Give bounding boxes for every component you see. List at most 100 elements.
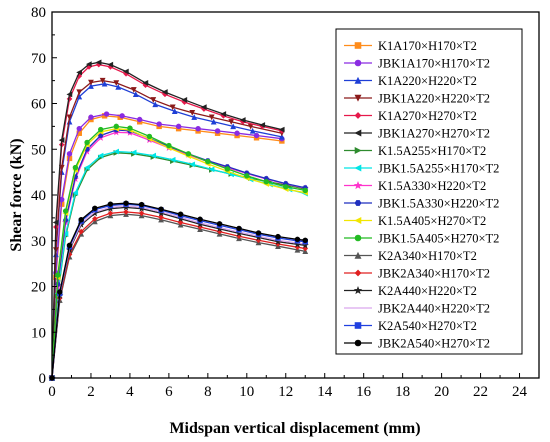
data-point [152,101,159,108]
data-point [301,241,309,249]
data-point [214,128,221,134]
data-point [259,122,266,128]
series-13 [49,211,309,381]
data-point [249,127,256,134]
data-point [97,152,104,159]
legend-label: JBK1A170×H170×T2 [378,57,490,71]
data-point [72,164,79,171]
data-point [57,289,63,295]
legend-marker [354,200,362,206]
data-point [189,109,196,116]
legend-item: JBK2A340×H170×T2 [344,267,490,281]
legend-item: K2A540×H270×T2 [344,319,477,333]
data-point [220,111,227,117]
data-point [52,219,59,226]
legend-marker [354,112,362,119]
y-tick-label: 70 [31,51,46,67]
data-point [175,123,182,130]
data-point [302,237,308,243]
data-point [216,221,223,227]
data-point [200,104,207,111]
y-tick-label: 60 [31,97,46,113]
series-line [51,131,306,379]
series-2 [49,111,285,381]
series-15 [48,203,309,382]
y-tick-label: 20 [31,280,46,296]
legend-marker [354,217,362,224]
data-point [171,108,178,114]
data-point [146,133,153,140]
data-point [283,184,289,190]
data-point [66,114,73,121]
y-tick-label: 50 [31,142,46,158]
legend-item: JBK2A540×H270×T2 [344,337,490,351]
legend-box [335,28,523,355]
series-16 [51,205,306,379]
data-point [88,114,94,120]
data-point [166,142,172,149]
data-point [177,211,184,217]
legend-marker [354,164,362,172]
legend-item: K1A170×H170×T2 [344,39,477,53]
data-point [119,113,125,119]
x-tick-label: 24 [512,384,528,400]
legend-marker [354,129,362,137]
y-tick-label: 40 [31,188,46,204]
legend-item: JBK1.5A405×H270×T2 [344,232,499,246]
series-18 [49,200,308,381]
data-point [76,125,82,132]
data-point [158,214,164,221]
series-11 [48,125,308,381]
data-point [169,156,176,163]
x-tick-label: 14 [317,384,333,400]
series-line [51,125,306,379]
legend-label: K1A220×H220×T2 [378,74,477,88]
legend-marker [354,94,362,102]
legend-label: JBK1.5A405×H270×T2 [378,232,499,246]
data-point [92,205,98,211]
data-point [156,121,162,127]
data-point [123,209,129,215]
data-point [294,236,301,243]
legend-item: JBK1A270×H270×T2 [344,127,490,141]
series-line [51,203,306,379]
data-point [263,179,269,185]
x-tick-label: 16 [356,384,372,400]
legend-marker [354,339,362,347]
legend-item: K2A340×H170×T2 [344,249,477,263]
data-point [83,164,90,171]
x-tick-label: 22 [473,384,488,400]
data-point [97,126,104,133]
legend-marker [354,234,362,242]
data-point [99,77,106,84]
data-point [107,210,114,217]
data-point [113,123,119,130]
series-line [51,206,306,379]
data-point [169,104,176,111]
data-point [84,139,90,146]
series-line [51,152,306,379]
data-point [76,89,83,96]
legend-label: K1A170×H170×T2 [378,39,477,53]
legend-item: JBK2A440×H220×T2 [344,302,490,316]
data-point [208,114,215,121]
data-point [122,68,129,75]
series-17 [49,201,308,381]
x-axis-label: Midspan vertical displacement (mm) [169,420,420,437]
legend-label: K2A440×H220×T2 [378,284,477,298]
legend-marker [354,147,362,154]
legend-item: JBK1.5A330×H220×T2 [344,197,499,211]
data-point [195,125,201,132]
legend-marker [354,42,362,49]
data-point [78,228,85,235]
data-point [138,201,145,208]
series-line [51,211,306,379]
data-point [161,89,168,95]
legend-item: K1A220×H220×T2 [344,74,477,88]
x-tick-label: 8 [204,384,212,400]
legend: K1A170×H170×T2 JBK1A170×H170×T2 K1A220×H22… [335,28,523,355]
legend-label: JBK1A270×H270×T2 [378,127,490,141]
legend-item: JBK1A220×H220×T2 [344,92,490,106]
data-point [191,114,198,120]
